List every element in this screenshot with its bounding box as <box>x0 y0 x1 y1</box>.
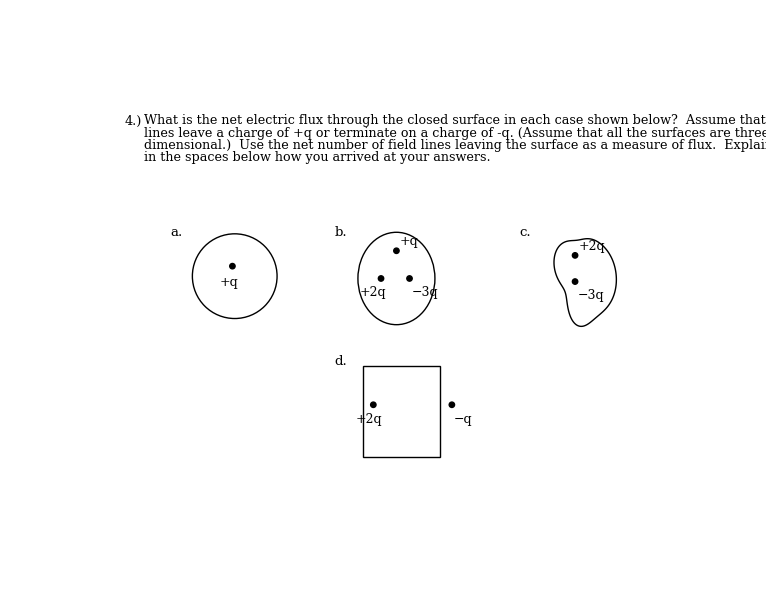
Circle shape <box>371 402 376 407</box>
Circle shape <box>572 279 578 284</box>
Text: What is the net electric flux through the closed surface in each case shown belo: What is the net electric flux through th… <box>144 114 766 127</box>
Text: a.: a. <box>171 226 183 239</box>
Circle shape <box>394 248 399 254</box>
Circle shape <box>572 252 578 258</box>
Text: −3q: −3q <box>578 289 605 302</box>
Text: in the spaces below how you arrived at your answers.: in the spaces below how you arrived at y… <box>144 151 490 165</box>
Text: +2q: +2q <box>359 286 386 299</box>
Text: b.: b. <box>335 226 348 239</box>
Text: +2q: +2q <box>355 413 382 426</box>
Circle shape <box>230 263 235 269</box>
Circle shape <box>378 276 384 281</box>
Text: c.: c. <box>519 226 532 239</box>
Text: lines leave a charge of +q or terminate on a charge of -q. (Assume that all the : lines leave a charge of +q or terminate … <box>144 127 766 140</box>
Text: −q: −q <box>453 413 472 426</box>
Text: −3q: −3q <box>412 286 438 299</box>
Text: +q: +q <box>400 234 418 248</box>
Circle shape <box>449 402 454 407</box>
Circle shape <box>407 276 412 281</box>
Text: +2q: +2q <box>578 240 605 253</box>
Bar <box>363 366 440 457</box>
Text: +q: +q <box>219 276 238 289</box>
Text: d.: d. <box>335 355 348 368</box>
Text: dimensional.)  Use the net number of field lines leaving the surface as a measur: dimensional.) Use the net number of fiel… <box>144 139 766 152</box>
Text: 4.): 4.) <box>125 114 142 127</box>
